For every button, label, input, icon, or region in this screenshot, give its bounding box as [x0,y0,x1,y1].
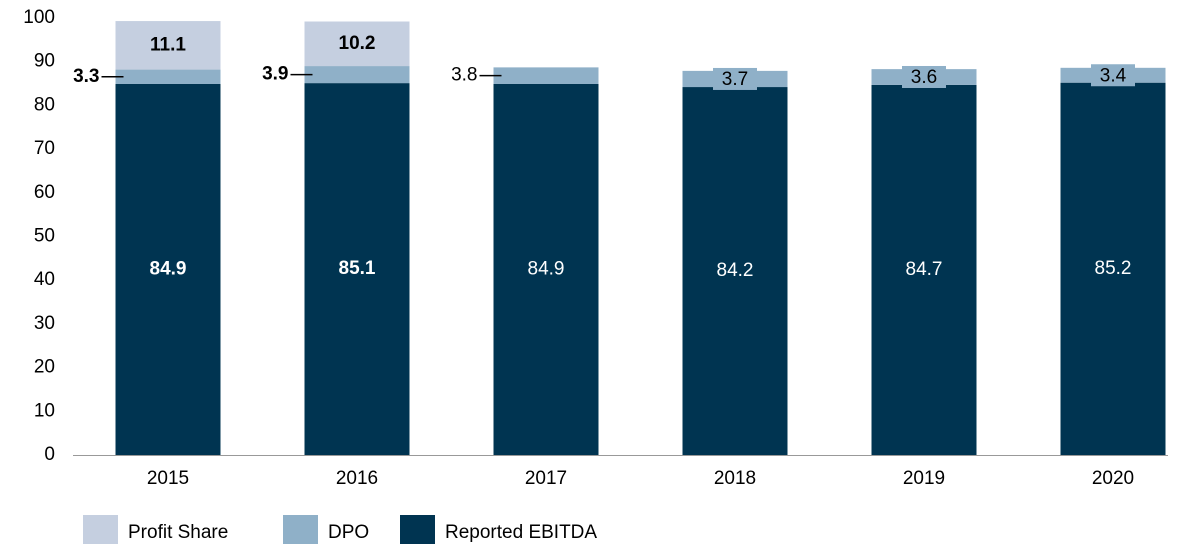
y-tick-label: 10 [34,400,55,421]
y-tick-label: 40 [34,269,55,290]
bar-segment [304,66,410,84]
value-label: 84.7 [906,259,943,280]
value-label: 3.7 [722,69,748,90]
x-tick-label: 2018 [714,468,756,489]
bar-segment [115,83,221,455]
y-tick-label: 50 [34,226,55,247]
y-tick-label: 90 [34,51,55,72]
label-box [713,67,757,90]
label-box [902,65,946,88]
y-tick-label: 0 [44,444,55,465]
y-tick-label: 100 [23,7,55,28]
x-tick-label: 2016 [336,468,378,489]
y-tick-label: 80 [34,94,55,115]
legend-swatch [283,515,318,544]
legend-label: DPO [328,522,369,543]
bar-segment [1060,82,1166,456]
value-label: 85.2 [1095,258,1132,279]
value-label: 3.8 [451,65,477,86]
bar-segment [682,87,788,456]
value-label: 84.9 [528,259,565,280]
y-tick-label: 60 [34,182,55,203]
value-label: 3.4 [1100,65,1127,86]
bar-segment [115,69,221,84]
bar-segment [493,83,599,455]
legend-swatch [83,515,118,544]
value-label: 84.2 [717,260,754,281]
value-label: 3.6 [911,67,937,88]
bar-segment [304,83,410,455]
bar-segment [493,67,599,84]
value-label: 3.3 [73,66,99,87]
y-tick-label: 30 [34,313,55,334]
x-tick-label: 2017 [525,468,567,489]
value-label: 85.1 [339,258,376,279]
value-label: 11.1 [150,34,186,55]
y-tick-label: 70 [34,138,55,159]
bar-segment [115,21,221,70]
y-tick-label: 20 [34,357,55,378]
label-box [1091,64,1135,87]
legend-label: Reported EBITDA [445,522,597,543]
bar-segment [304,21,410,67]
value-label: 10.2 [339,33,376,54]
x-tick-label: 2020 [1092,468,1134,489]
x-tick-label: 2019 [903,468,945,489]
bar-segment [871,84,977,456]
value-label: 84.9 [150,259,187,280]
value-label: 3.9 [262,64,288,85]
legend-swatch [400,515,435,544]
x-tick-label: 2015 [147,468,189,489]
legend-label: Profit Share [128,522,228,543]
